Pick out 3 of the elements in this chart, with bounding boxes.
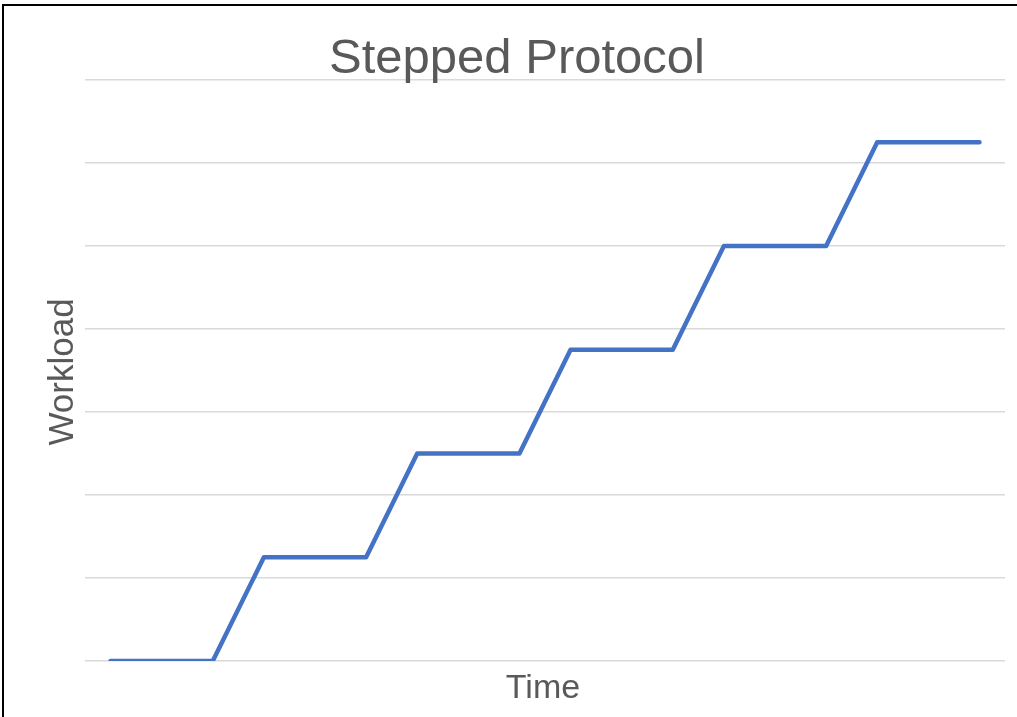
chart-title: Stepped Protocol [329, 29, 705, 83]
y-axis-title: Workload [40, 298, 80, 446]
x-axis-title: Time [505, 667, 581, 705]
